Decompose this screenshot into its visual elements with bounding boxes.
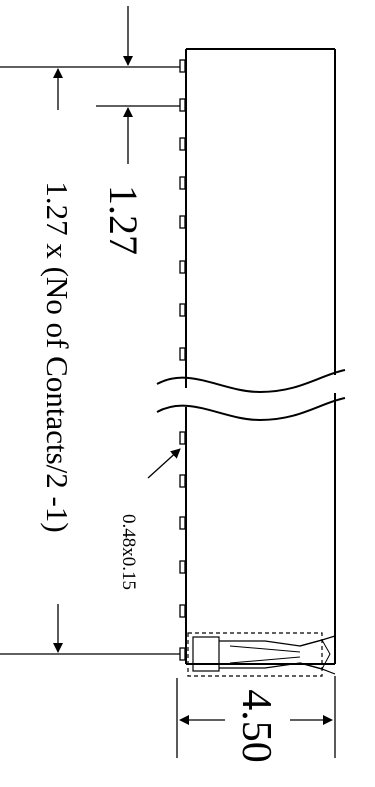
contact-pad: [179, 604, 186, 618]
span-dimension: [0, 68, 180, 655]
contact-pad: [179, 59, 186, 73]
contact-pad: [179, 431, 186, 445]
width-dimension: [176, 676, 336, 758]
pad-size-label: 0.48x0.15: [118, 514, 139, 590]
contact-pad: [179, 647, 186, 661]
contact-pad: [179, 215, 186, 229]
contact-detail: [187, 632, 336, 677]
contact-pad: [179, 347, 186, 361]
width-label: 4.50: [233, 689, 279, 763]
connector-body: [185, 48, 336, 665]
break-lines: [156, 369, 346, 422]
contact-pad: [179, 560, 186, 574]
contact-pad: [179, 98, 186, 112]
pad-size-leader: [147, 448, 181, 479]
contact-pad: [179, 474, 186, 488]
pitch-label: 1.27: [101, 185, 146, 255]
span-label: 1.27 x (No of Contacts/2 -1): [40, 181, 75, 532]
contact-pad: [179, 516, 186, 530]
contact-pad: [179, 260, 186, 274]
contact-pad: [179, 176, 186, 190]
pitch-dimension: [0, 6, 180, 164]
contact-pads: [179, 59, 186, 661]
contact-pad: [179, 137, 186, 151]
contact-pad: [179, 303, 186, 317]
